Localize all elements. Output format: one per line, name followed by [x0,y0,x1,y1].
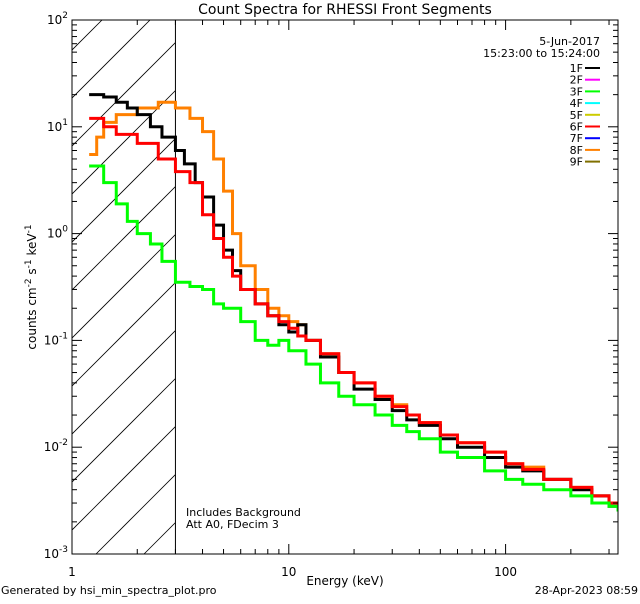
x-tick-label: 10 [281,565,296,579]
annotation-attenuator: Att A0, FDecim 3 [186,518,279,531]
legend-label: 9F [570,156,583,169]
plot-frame [71,19,619,555]
hatched-region [0,0,618,554]
legend-label: 7F [570,132,583,145]
y-tick-label: 100 [47,225,68,241]
y-tick-label: 10-2 [44,438,68,454]
x-tick-label: 100 [494,565,517,579]
legend-label: 6F [570,121,583,134]
hatch-line [72,20,199,147]
y-tick-label: 10-3 [44,545,68,561]
legend-label: 2F [570,74,583,87]
legend-label: 8F [570,144,583,157]
annotation-background: Includes Background [186,506,301,519]
legend-label: 5F [570,109,583,122]
time-range-label: 15:23:00 to 15:24:00 [483,47,600,60]
chart-title: Count Spectra for RHESSI Front Segments [198,2,492,18]
date-label: 5-Jun-2017 [539,35,600,48]
footer-timestamp: 28-Apr-2023 08:59 [535,584,638,597]
y-tick-label: 102 [47,11,68,27]
series-6F [89,116,618,512]
legend-label: 4F [570,97,583,110]
series-3F [89,164,618,512]
legend-label: 1F [570,62,583,75]
footer-generated-by: Generated by hsi_min_spectra_plot.pro [1,584,217,597]
legend-label: 3F [570,85,583,98]
x-tick-label: 1 [68,565,76,579]
y-axis-label: counts cm-2 s-1 keV-1 [24,224,39,349]
hatch-line [72,20,151,99]
y-tick-label: 10-1 [44,331,68,347]
x-axis-label: Energy (keV) [306,574,383,588]
y-tick-label: 101 [47,118,68,134]
hatch-line [0,0,120,554]
